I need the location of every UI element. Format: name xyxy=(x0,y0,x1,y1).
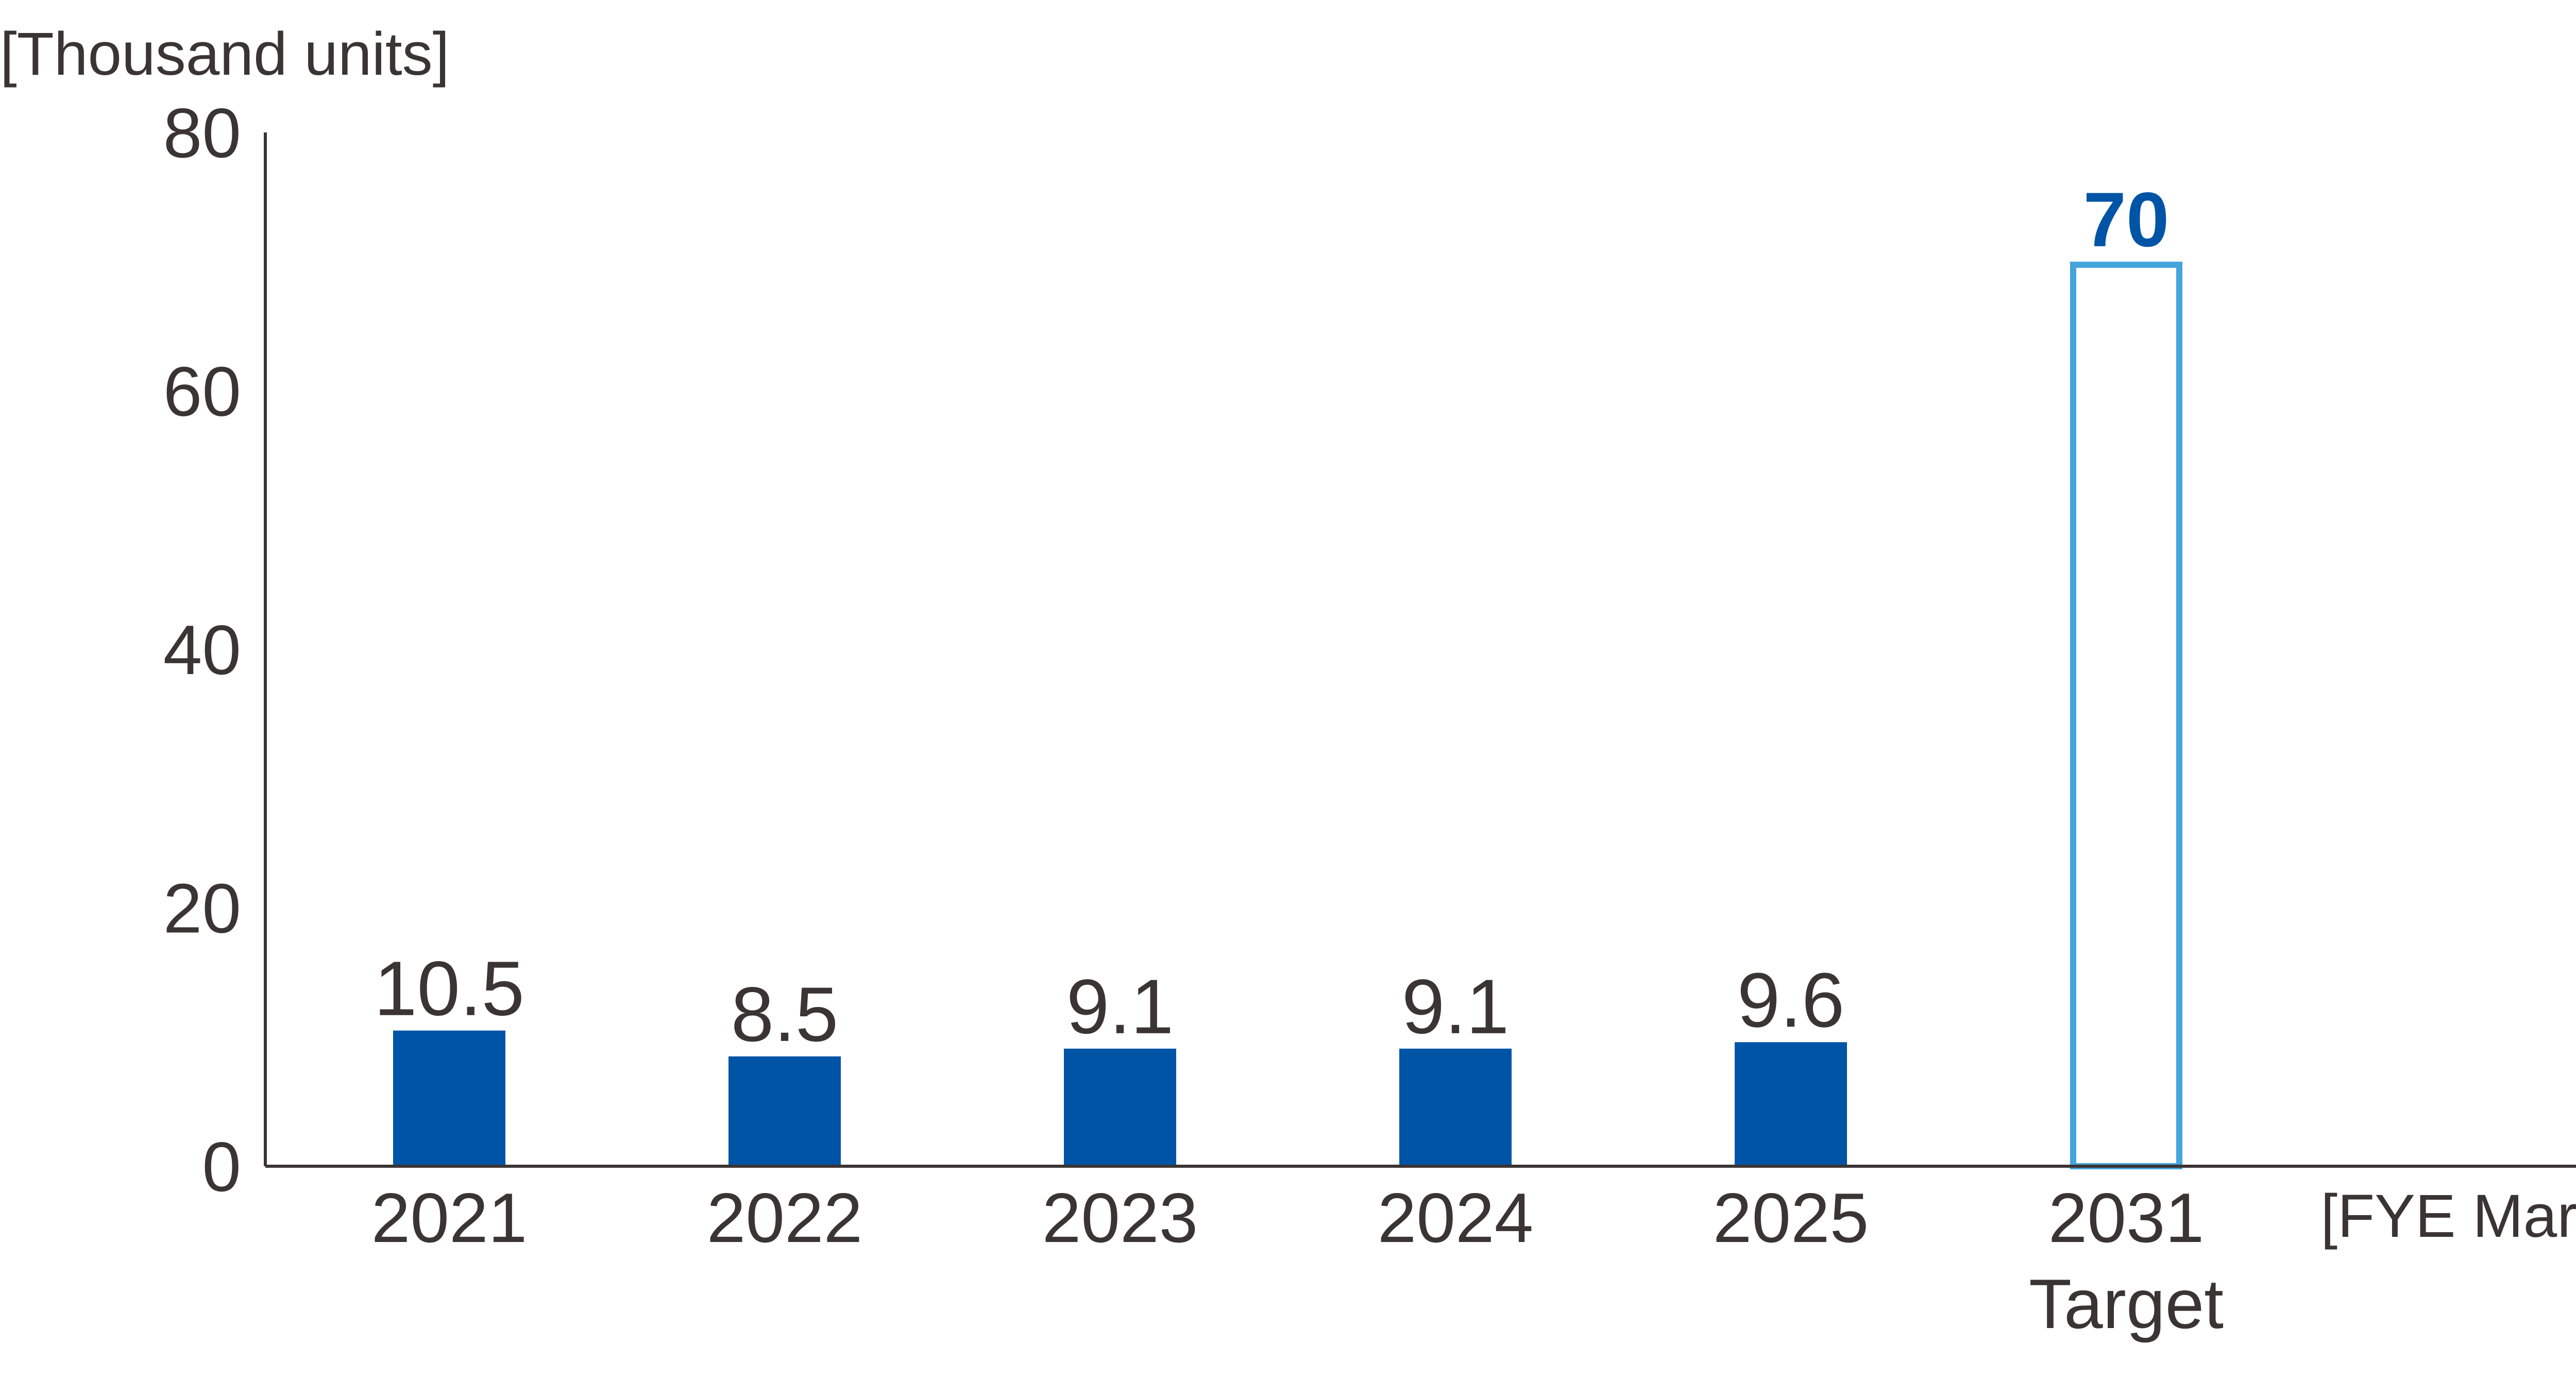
bar xyxy=(728,1056,841,1166)
bar xyxy=(1735,1042,1847,1166)
y-tick-label: 20 xyxy=(163,869,241,948)
x-tick-sublabel: Target xyxy=(2029,1265,2224,1343)
bar-value-label: 10.5 xyxy=(374,945,524,1032)
x-axis-title: [FYE March] xyxy=(2320,1182,2576,1250)
x-tick-label: 2021 xyxy=(371,1179,528,1257)
x-tick-label: 2023 xyxy=(1042,1179,1198,1257)
bar xyxy=(1399,1048,1512,1166)
bar xyxy=(393,1030,505,1166)
bar-value-label: 9.1 xyxy=(1402,963,1510,1050)
y-axis-ticks: 0 20 40 60 80 xyxy=(163,94,241,1206)
y-tick-label: 0 xyxy=(202,1128,241,1206)
x-tick-label: 2024 xyxy=(1378,1179,1534,1257)
bar-value-label: 9.6 xyxy=(1737,956,1845,1043)
x-tick-label: 2022 xyxy=(707,1179,863,1257)
bars-group: 10.5 8.5 9.1 9.1 9.6 70 xyxy=(374,176,2182,1169)
y-tick-label: 40 xyxy=(163,611,241,689)
x-tick-label: 2031 xyxy=(2048,1179,2205,1257)
x-tick-label: 2025 xyxy=(1713,1179,1869,1257)
bar-value-label: 8.5 xyxy=(731,971,839,1057)
x-axis-ticks: 2021 2022 2023 2024 2025 2031 Target xyxy=(371,1179,2224,1343)
y-axis-title: [Thousand units] xyxy=(0,20,449,88)
bar-target xyxy=(2070,261,2182,1169)
bar-value-label: 9.1 xyxy=(1066,963,1174,1050)
y-tick-label: 60 xyxy=(163,352,241,431)
bar-value-label: 70 xyxy=(2083,176,2170,263)
y-tick-label: 80 xyxy=(163,94,241,172)
bar xyxy=(1064,1048,1176,1166)
